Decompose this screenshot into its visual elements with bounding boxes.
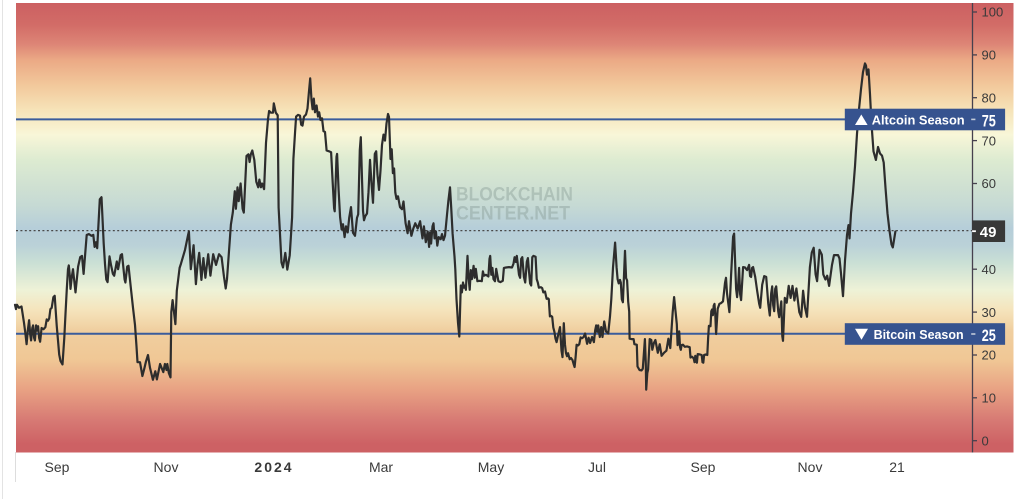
svg-text:40: 40 — [982, 262, 996, 277]
svg-text:20: 20 — [982, 348, 996, 363]
svg-text:Altcoin Season: Altcoin Season — [872, 112, 965, 127]
svg-text:Nov: Nov — [154, 459, 179, 475]
svg-text:Sep: Sep — [45, 459, 70, 475]
svg-text:2024: 2024 — [254, 459, 293, 475]
svg-text:49: 49 — [980, 224, 997, 241]
svg-text:80: 80 — [982, 90, 996, 105]
svg-text:Jul: Jul — [588, 459, 606, 475]
svg-text:0: 0 — [982, 433, 989, 448]
svg-text:May: May — [478, 459, 504, 475]
svg-text:Sep: Sep — [691, 459, 716, 475]
svg-text:21: 21 — [889, 459, 905, 475]
svg-text:100: 100 — [982, 5, 1004, 20]
svg-text:90: 90 — [982, 48, 996, 63]
svg-text:30: 30 — [982, 305, 996, 320]
svg-text:Nov: Nov — [798, 459, 823, 475]
svg-text:10: 10 — [982, 391, 996, 406]
svg-text:25: 25 — [982, 327, 996, 345]
svg-text:75: 75 — [982, 112, 996, 130]
svg-text:60: 60 — [982, 176, 996, 191]
svg-text:BLOCKCHAIN: BLOCKCHAIN — [456, 185, 573, 206]
svg-text:Mar: Mar — [369, 459, 393, 475]
svg-text:CENTER.NET: CENTER.NET — [456, 204, 570, 225]
svg-text:Bitcoin Season: Bitcoin Season — [874, 327, 964, 342]
svg-text:70: 70 — [982, 133, 996, 148]
